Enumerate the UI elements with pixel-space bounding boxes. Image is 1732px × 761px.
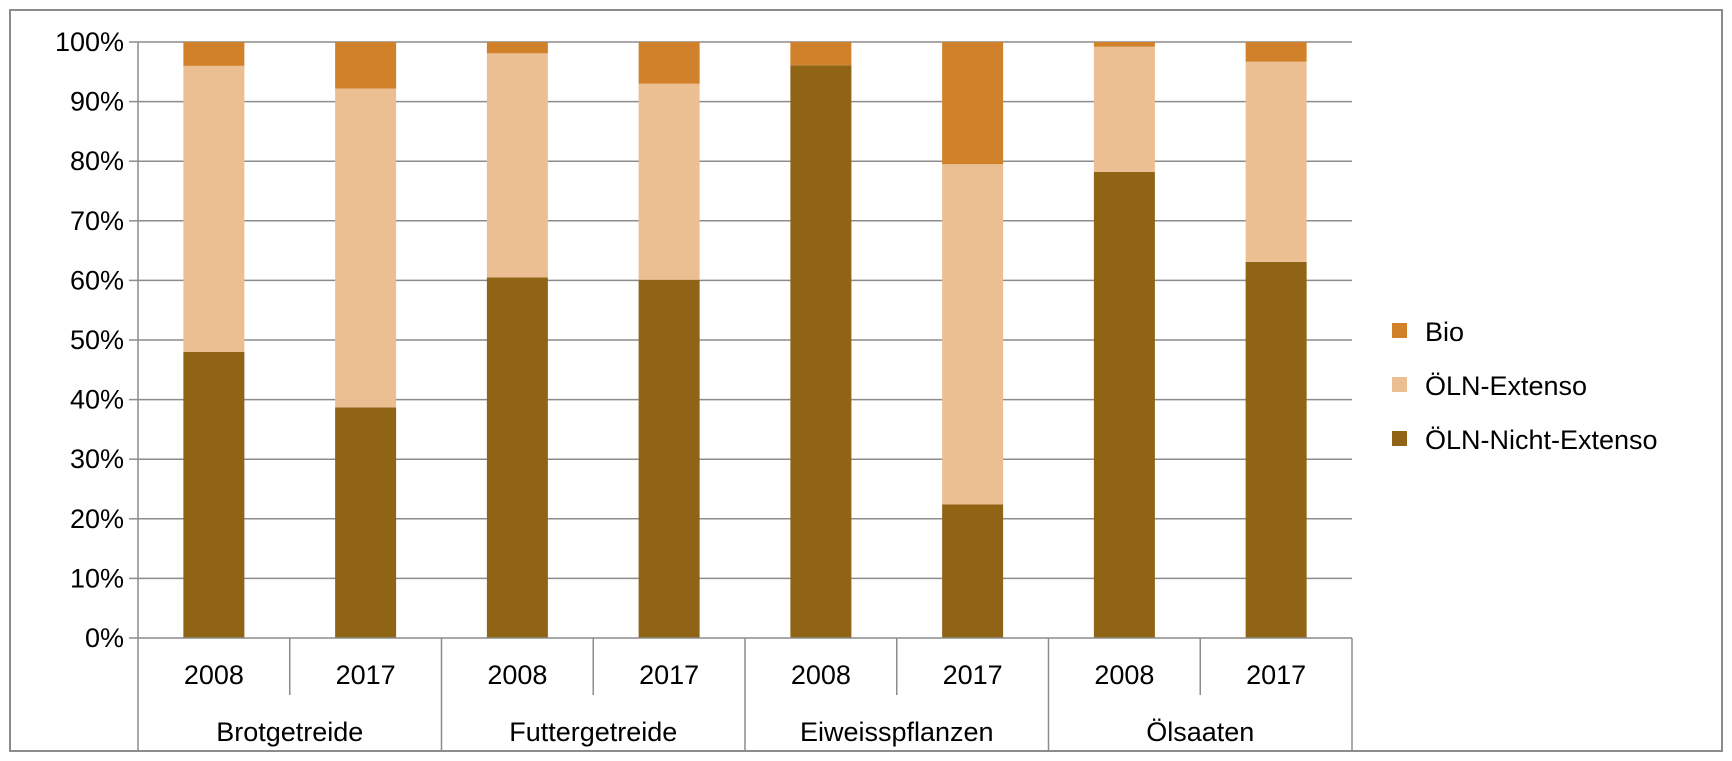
legend-label: Bio (1425, 317, 1464, 347)
x-year-label: 2008 (487, 660, 547, 690)
y-tick-label: 0% (85, 623, 124, 653)
x-group-label: Ölsaaten (1146, 717, 1254, 747)
x-group-label: Futtergetreide (509, 717, 677, 747)
y-tick-label: 10% (70, 563, 124, 593)
x-year-label: 2008 (1094, 660, 1154, 690)
x-group-label: Brotgetreide (216, 717, 363, 747)
legend-swatch (1392, 431, 1407, 446)
bars (183, 42, 1307, 639)
y-tick-label: 70% (70, 206, 124, 236)
bar-segment (183, 65, 245, 352)
bar-segment (486, 53, 548, 278)
x-year-label: 2017 (336, 660, 396, 690)
bar-segment (1245, 261, 1307, 638)
legend: Bio ÖLN-Extenso ÖLN-Nicht-Extenso (1392, 317, 1658, 455)
bar-segment (1093, 42, 1155, 47)
chart-border (9, 9, 1723, 752)
bar-segment (942, 164, 1004, 505)
y-tick-label: 100% (55, 27, 124, 57)
bar-segment (942, 42, 1004, 165)
axes: 0% 10% 20% 30% 40% 50% 60% 70% 80% 90% 100% 2008 201… (55, 27, 1353, 751)
bar-segment (942, 504, 1004, 638)
bar-segment (183, 42, 245, 66)
bar-segment (335, 407, 397, 638)
bar-segment (1245, 42, 1307, 62)
y-tick-label: 90% (70, 87, 124, 117)
y-tick-label: 30% (70, 444, 124, 474)
bar-segment (486, 42, 548, 54)
bar-segment (638, 42, 700, 84)
x-year-label: 2017 (1246, 660, 1306, 690)
x-year-label: 2017 (943, 660, 1003, 690)
bar-segment (1093, 171, 1155, 639)
x-year-label: 2008 (184, 660, 244, 690)
legend-swatch (1392, 377, 1407, 392)
bar-segment (183, 351, 245, 638)
y-tick-label: 40% (70, 385, 124, 415)
x-group-label: Eiweisspflanzen (800, 717, 994, 747)
legend-swatch (1392, 323, 1407, 338)
x-year-label: 2017 (639, 660, 699, 690)
bar-segment (1093, 46, 1155, 172)
x-year-label: 2008 (791, 660, 851, 690)
bar-segment (790, 65, 852, 638)
bar-segment (638, 83, 700, 280)
bar-segment (790, 42, 852, 66)
bar-segment (486, 277, 548, 638)
legend-label: ÖLN-Nicht-Extenso (1425, 425, 1658, 455)
bar-segment (335, 42, 397, 89)
bar-segment (1245, 61, 1307, 262)
y-tick-label: 80% (70, 146, 124, 176)
bar-segment (335, 88, 397, 408)
y-tick-label: 50% (70, 325, 124, 355)
legend-label: ÖLN-Extenso (1425, 371, 1587, 401)
bar-segment (638, 279, 700, 638)
y-tick-label: 60% (70, 265, 124, 295)
y-tick-label: 20% (70, 504, 124, 534)
